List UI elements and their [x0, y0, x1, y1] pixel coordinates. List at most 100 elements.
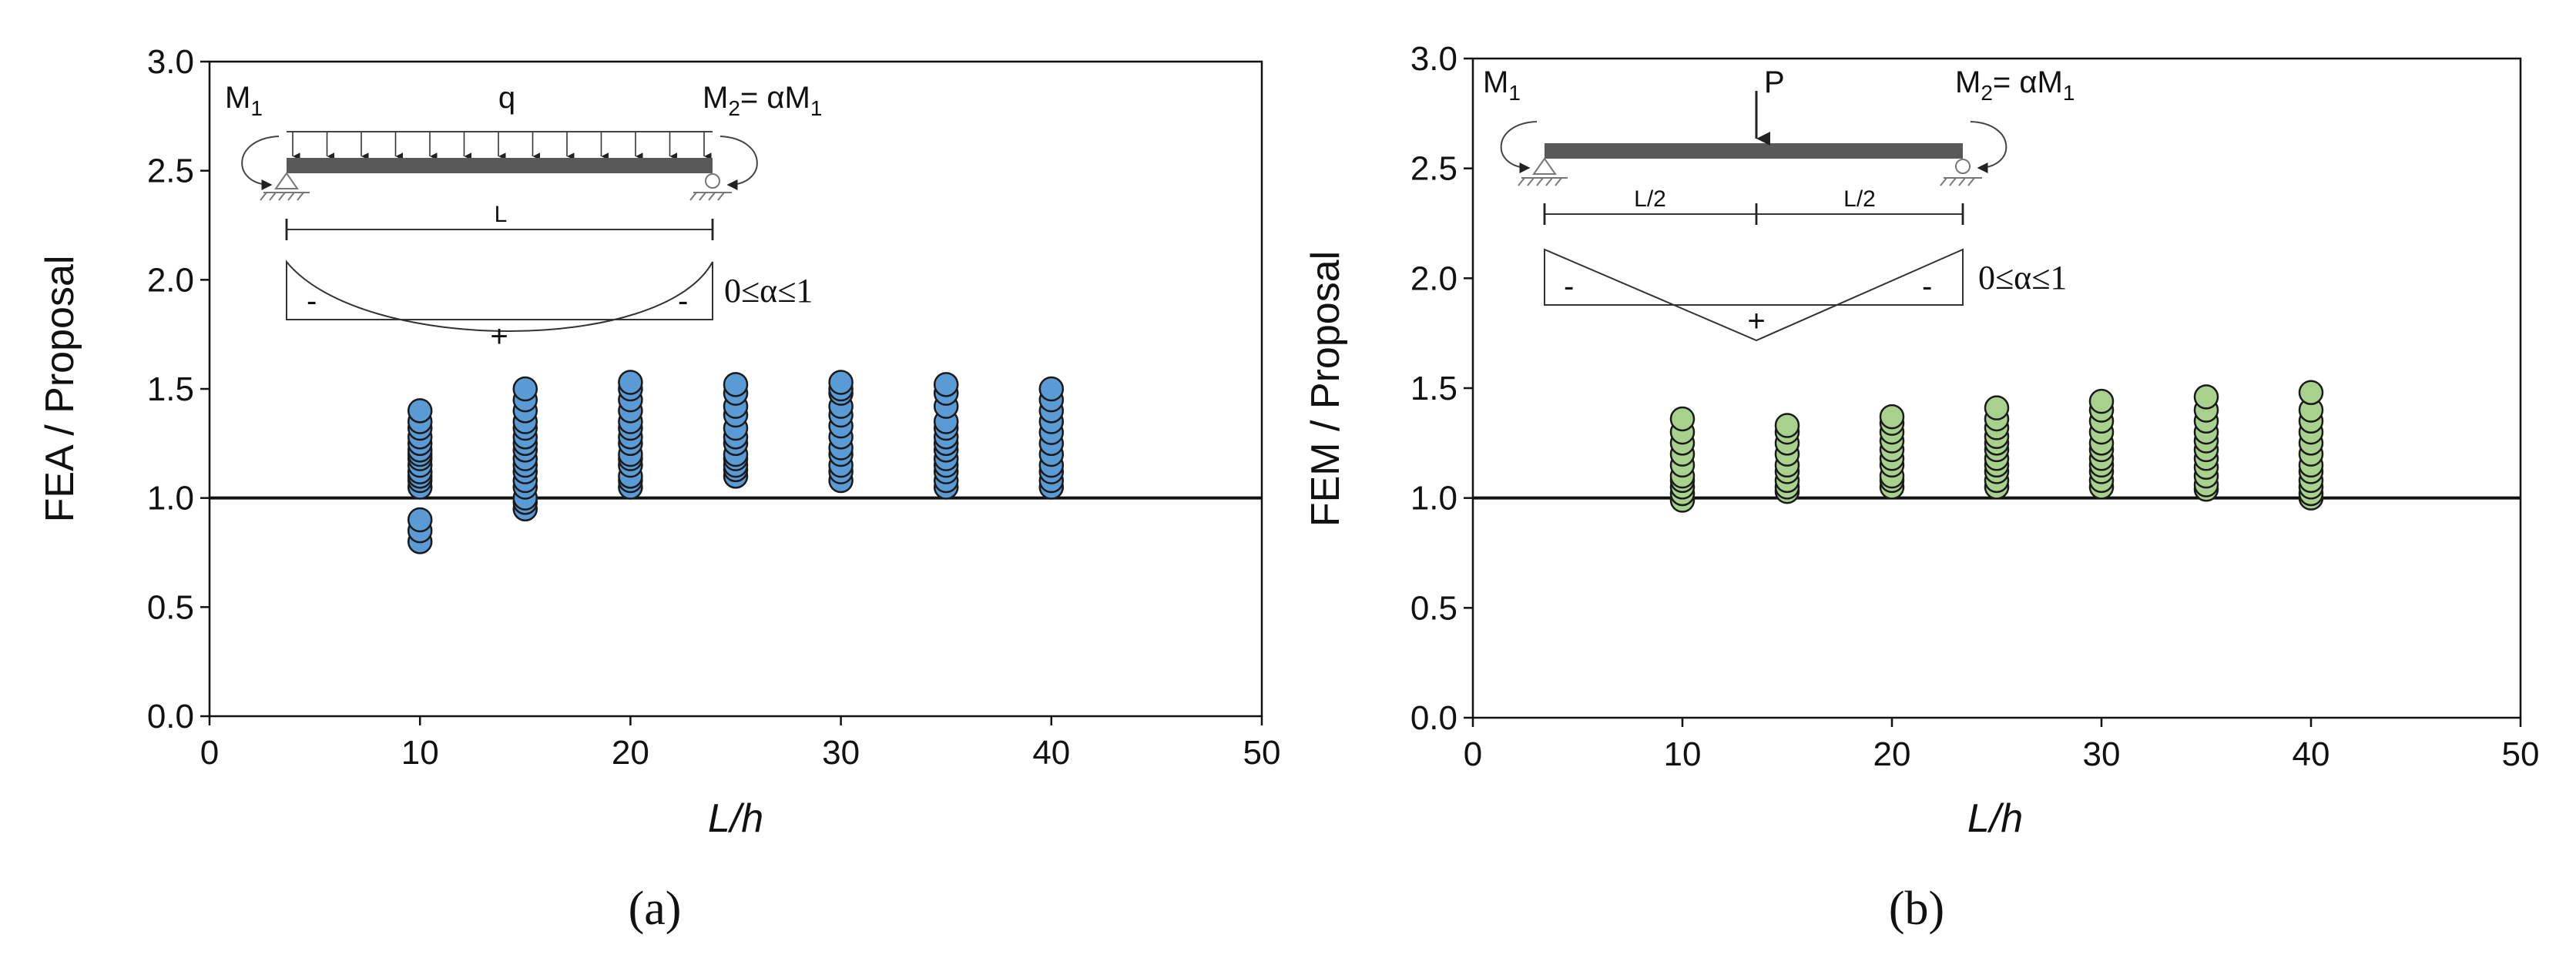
- panel-b: 0.0 0.5 1.0 1.5 2.0 2.5 3.0 0 10 20 30 40 50 FEM / …: [1303, 40, 2539, 935]
- panel-a-x-tick-label: 40: [1032, 734, 1070, 772]
- panel-a: 0.0 0.5 1.0 1.5 2.0 2.5 3.0 0 10 20 30 40 50 FEA / …: [38, 43, 1280, 935]
- panel-a-y-ticks: 0.0 0.5 1.0 1.5 2.0 2.5 3.0: [147, 43, 210, 735]
- panel-a-moment-left: [241, 136, 280, 190]
- panel-b-y-ticks: 0.0 0.5 1.0 1.5 2.0 2.5 3.0: [1410, 40, 1473, 737]
- panel-a-beam: [287, 158, 713, 173]
- panel-a-moment-diagram: [286, 260, 713, 332]
- panel-b-load-label: P: [1764, 65, 1785, 99]
- panel-b-roller-support: [1955, 159, 1971, 174]
- panel-b-tag: (b): [1889, 883, 1944, 935]
- panel-a-x-tick-label: 10: [401, 734, 439, 772]
- panel-b-x-tick-label: 30: [2083, 735, 2121, 773]
- panel-b-beam: [1545, 143, 1963, 159]
- panel-a-data-point: [618, 370, 643, 395]
- panel-a-moment-right: [719, 136, 758, 190]
- panel-a-roller-hatch: [689, 192, 732, 201]
- panel-b-x-ticks: 0 10 20 30 40 50: [1464, 718, 2540, 773]
- panel-a-y-tick-label: 2.0: [147, 261, 194, 299]
- panel-b-data-point: [1879, 404, 1905, 430]
- panel-a-span-label: L: [495, 202, 508, 227]
- panel-b-x-tick-label: 10: [1664, 735, 1702, 773]
- panel-b-moment-diagram: [1544, 248, 1964, 342]
- panel-b-points: [1669, 380, 2324, 513]
- panel-b-data-point: [2193, 384, 2219, 410]
- panel-a-m2-rhs: = αM: [740, 81, 810, 115]
- panel-b-alpha-range: 0≤α≤1: [1978, 259, 2067, 296]
- panel-b-moment-right: [1970, 121, 2007, 173]
- panel-a-x-tick-label: 20: [612, 734, 649, 772]
- panel-a-y-tick-label: 3.0: [147, 43, 194, 81]
- svg-text:M2= αM1: M2= αM1: [703, 81, 822, 120]
- panel-a-points: [407, 370, 1065, 554]
- panel-a-minus-right: -: [678, 284, 688, 318]
- panel-a-m1: M: [225, 81, 250, 115]
- panel-b-data-point: [1774, 413, 1800, 438]
- panel-a-plus: +: [490, 320, 508, 353]
- panel-a-x-tick-label: 50: [1243, 734, 1281, 772]
- panel-b-roller-hatch: [1940, 177, 1982, 186]
- panel-a-minus-left: -: [307, 284, 317, 318]
- panel-a-y-tick-label: 1.0: [147, 480, 194, 518]
- panel-a-plot-area: 0.0 0.5 1.0 1.5 2.0 2.5 3.0 0 10 20 30 40 50: [147, 43, 1281, 772]
- panel-a-y-tick-label: 0.0: [147, 698, 194, 735]
- panel-a-m1-sub: 1: [250, 96, 263, 120]
- panel-b-x-tick-label: 50: [2502, 735, 2540, 773]
- panel-b-y-tick-label: 3.0: [1410, 40, 1457, 78]
- panel-b-y-tick-label: 2.5: [1410, 150, 1457, 188]
- panel-b-y-tick-label: 2.0: [1410, 260, 1457, 297]
- panel-a-x-tick-label: 0: [200, 734, 219, 772]
- panel-b-data-point: [1669, 406, 1696, 432]
- panel-b-data-point: [1984, 395, 2010, 420]
- panel-b-x-tick-label: 0: [1464, 735, 1482, 773]
- panel-a-y-label: FEA / Proposal: [38, 256, 82, 523]
- panel-b-x-label: L/h: [1967, 796, 2023, 841]
- panel-a-load-arrows: [292, 132, 712, 160]
- panel-b-plot-area: 0.0 0.5 1.0 1.5 2.0 2.5 3.0 0 10 20 30 40 50: [1410, 40, 2540, 773]
- panel-a-load-label: q: [498, 81, 515, 115]
- panel-a-data-point: [933, 372, 959, 397]
- panel-a-pin-support: [274, 172, 299, 189]
- panel-b-m2-sub: 2: [1981, 81, 1993, 105]
- panel-b-m1-sub: 1: [1508, 81, 1521, 105]
- panel-b-m2: M: [1955, 65, 1981, 99]
- panel-b-data-point: [2088, 388, 2115, 414]
- panel-a-data-point: [723, 372, 749, 397]
- panel-b-plus: +: [1747, 304, 1765, 338]
- panel-b-m2-rhs-sub: 1: [2063, 81, 2075, 105]
- panel-b-half-right-label: L/2: [1843, 186, 1876, 212]
- panel-b-y-label: FEM / Proposal: [1303, 251, 1348, 527]
- panel-b-y-tick-label: 1.0: [1410, 480, 1457, 518]
- panel-b-moment-left: [1500, 121, 1538, 173]
- svg-text:M1: M1: [225, 81, 263, 120]
- svg-text:M2= αM1: M2= αM1: [1955, 65, 2075, 105]
- panel-b-x-tick-label: 40: [2293, 735, 2330, 773]
- panel-a-data-point: [407, 398, 433, 424]
- panel-b-y-tick-label: 1.5: [1410, 370, 1457, 407]
- panel-a-data-point: [1038, 376, 1065, 402]
- panel-b-minus-left: -: [1564, 270, 1574, 303]
- panel-b-y-tick-label: 0.0: [1410, 699, 1457, 737]
- panel-b-pin-support: [1532, 157, 1557, 175]
- panel-a-m2-sub: 2: [728, 96, 740, 120]
- panel-a-y-tick-label: 1.5: [147, 370, 194, 408]
- panel-b-x-tick-label: 20: [1873, 735, 1911, 773]
- svg-text:M1: M1: [1483, 65, 1521, 105]
- panel-a-data-point: [407, 507, 433, 533]
- panel-a-x-tick-label: 30: [822, 734, 860, 772]
- panel-b-half-left-label: L/2: [1634, 186, 1666, 212]
- panel-b-m2-rhs: = αM: [1993, 65, 2063, 99]
- panel-a-y-tick-label: 2.5: [147, 152, 194, 190]
- panel-a-tag: (a): [629, 883, 682, 935]
- panel-b-inset-diagram: P M1 M2= αM1 L/2 L/2 - + - 0≤α≤1: [1483, 65, 2075, 342]
- panel-a-data-point: [828, 370, 854, 395]
- panel-a-m2: M: [703, 81, 728, 115]
- panel-a-pin-hatch: [260, 192, 310, 201]
- panel-a-y-tick-label: 0.5: [147, 588, 194, 626]
- panel-a-m2-rhs-sub: 1: [810, 96, 823, 120]
- panel-b-m1: M: [1483, 65, 1508, 99]
- panel-a-inset-diagram: M1 q M2= αM1 L - + - 0≤α≤1: [225, 81, 822, 353]
- panel-a-x-label: L/h: [708, 796, 763, 841]
- panel-a-x-ticks: 0 10 20 30 40 50: [200, 716, 1281, 772]
- panel-b-pin-hatch: [1518, 177, 1568, 186]
